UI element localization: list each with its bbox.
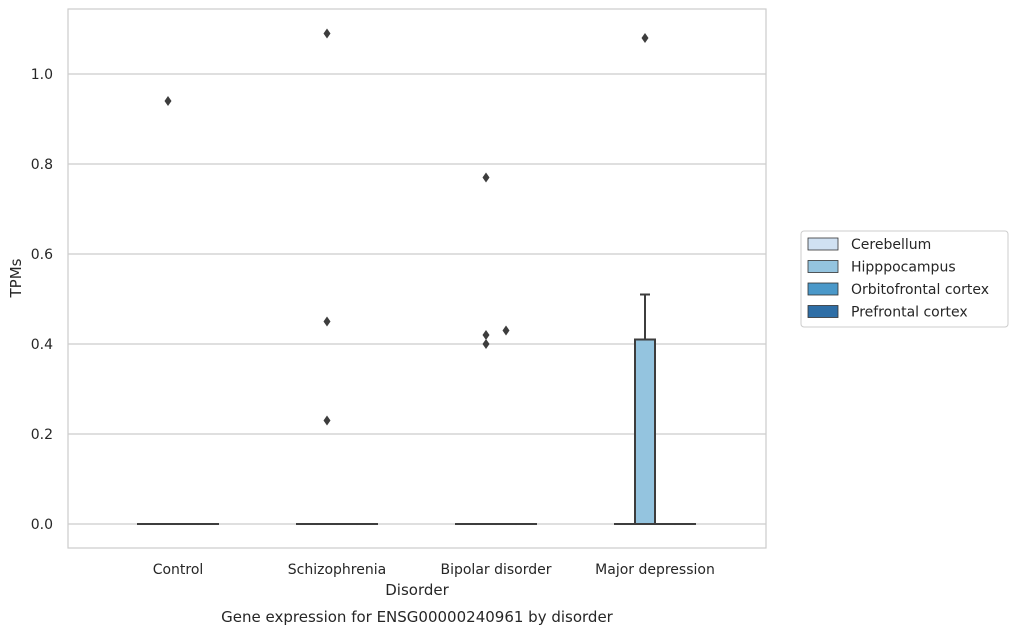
box-element [475,172,497,526]
outlier-point [164,96,172,106]
box-element [495,325,517,526]
y-tick-label: 0.4 [31,337,53,353]
y-tick-label: 0.0 [31,517,53,533]
plot-area-frame [67,8,767,549]
outlier-point [482,172,490,183]
y-tick-label: 0.8 [31,157,53,173]
legend-swatch [807,237,839,251]
outlier-point [502,325,510,336]
box-rect [634,338,656,525]
box-element [157,96,179,526]
legend-frame [800,230,1009,328]
x-axis-label: Disorder [385,581,449,599]
grid-lines [68,73,766,525]
outlier-point [323,28,331,39]
chart-title: Gene expression for ENSG00000240961 by d… [221,608,614,626]
x-tick-label: Schizophrenia [288,562,386,578]
outlier-point [482,330,490,340]
outlier-point [323,316,331,327]
legend-swatch [807,260,839,273]
box-element [316,28,338,526]
legend-label: Hipppocampus [851,260,956,276]
y-tick-label: 0.6 [31,247,53,263]
legend-swatch [807,282,839,296]
legend-label: Orbitofrontal cortex [851,282,989,298]
y-tick-label: 1.0 [31,67,53,83]
legend-swatch [807,305,839,318]
outlier-point [641,33,649,43]
box-element [634,33,656,525]
box-series [137,28,696,526]
legend-label: Prefrontal cortex [851,305,968,321]
x-tick-labels: Control Schizophrenia Bipolar disorder Majo… [153,562,715,578]
y-tick-label: 0.2 [31,427,53,443]
outlier-point [482,339,490,349]
legend-label: Cerebellum [851,237,931,253]
outlier-point [323,415,331,426]
y-axis-label: TPMs [7,258,25,298]
x-tick-label: Bipolar disorder [440,562,551,578]
legend-items: Cerebellum Hipppocampus Orbitofrontal cort… [807,237,989,321]
legend: Cerebellum Hipppocampus Orbitofrontal cort… [800,230,1009,328]
x-tick-label: Major depression [595,562,715,578]
x-tick-label: Control [153,562,204,578]
y-tick-labels: 0.0 0.2 0.4 0.6 0.8 1.0 [31,67,53,533]
